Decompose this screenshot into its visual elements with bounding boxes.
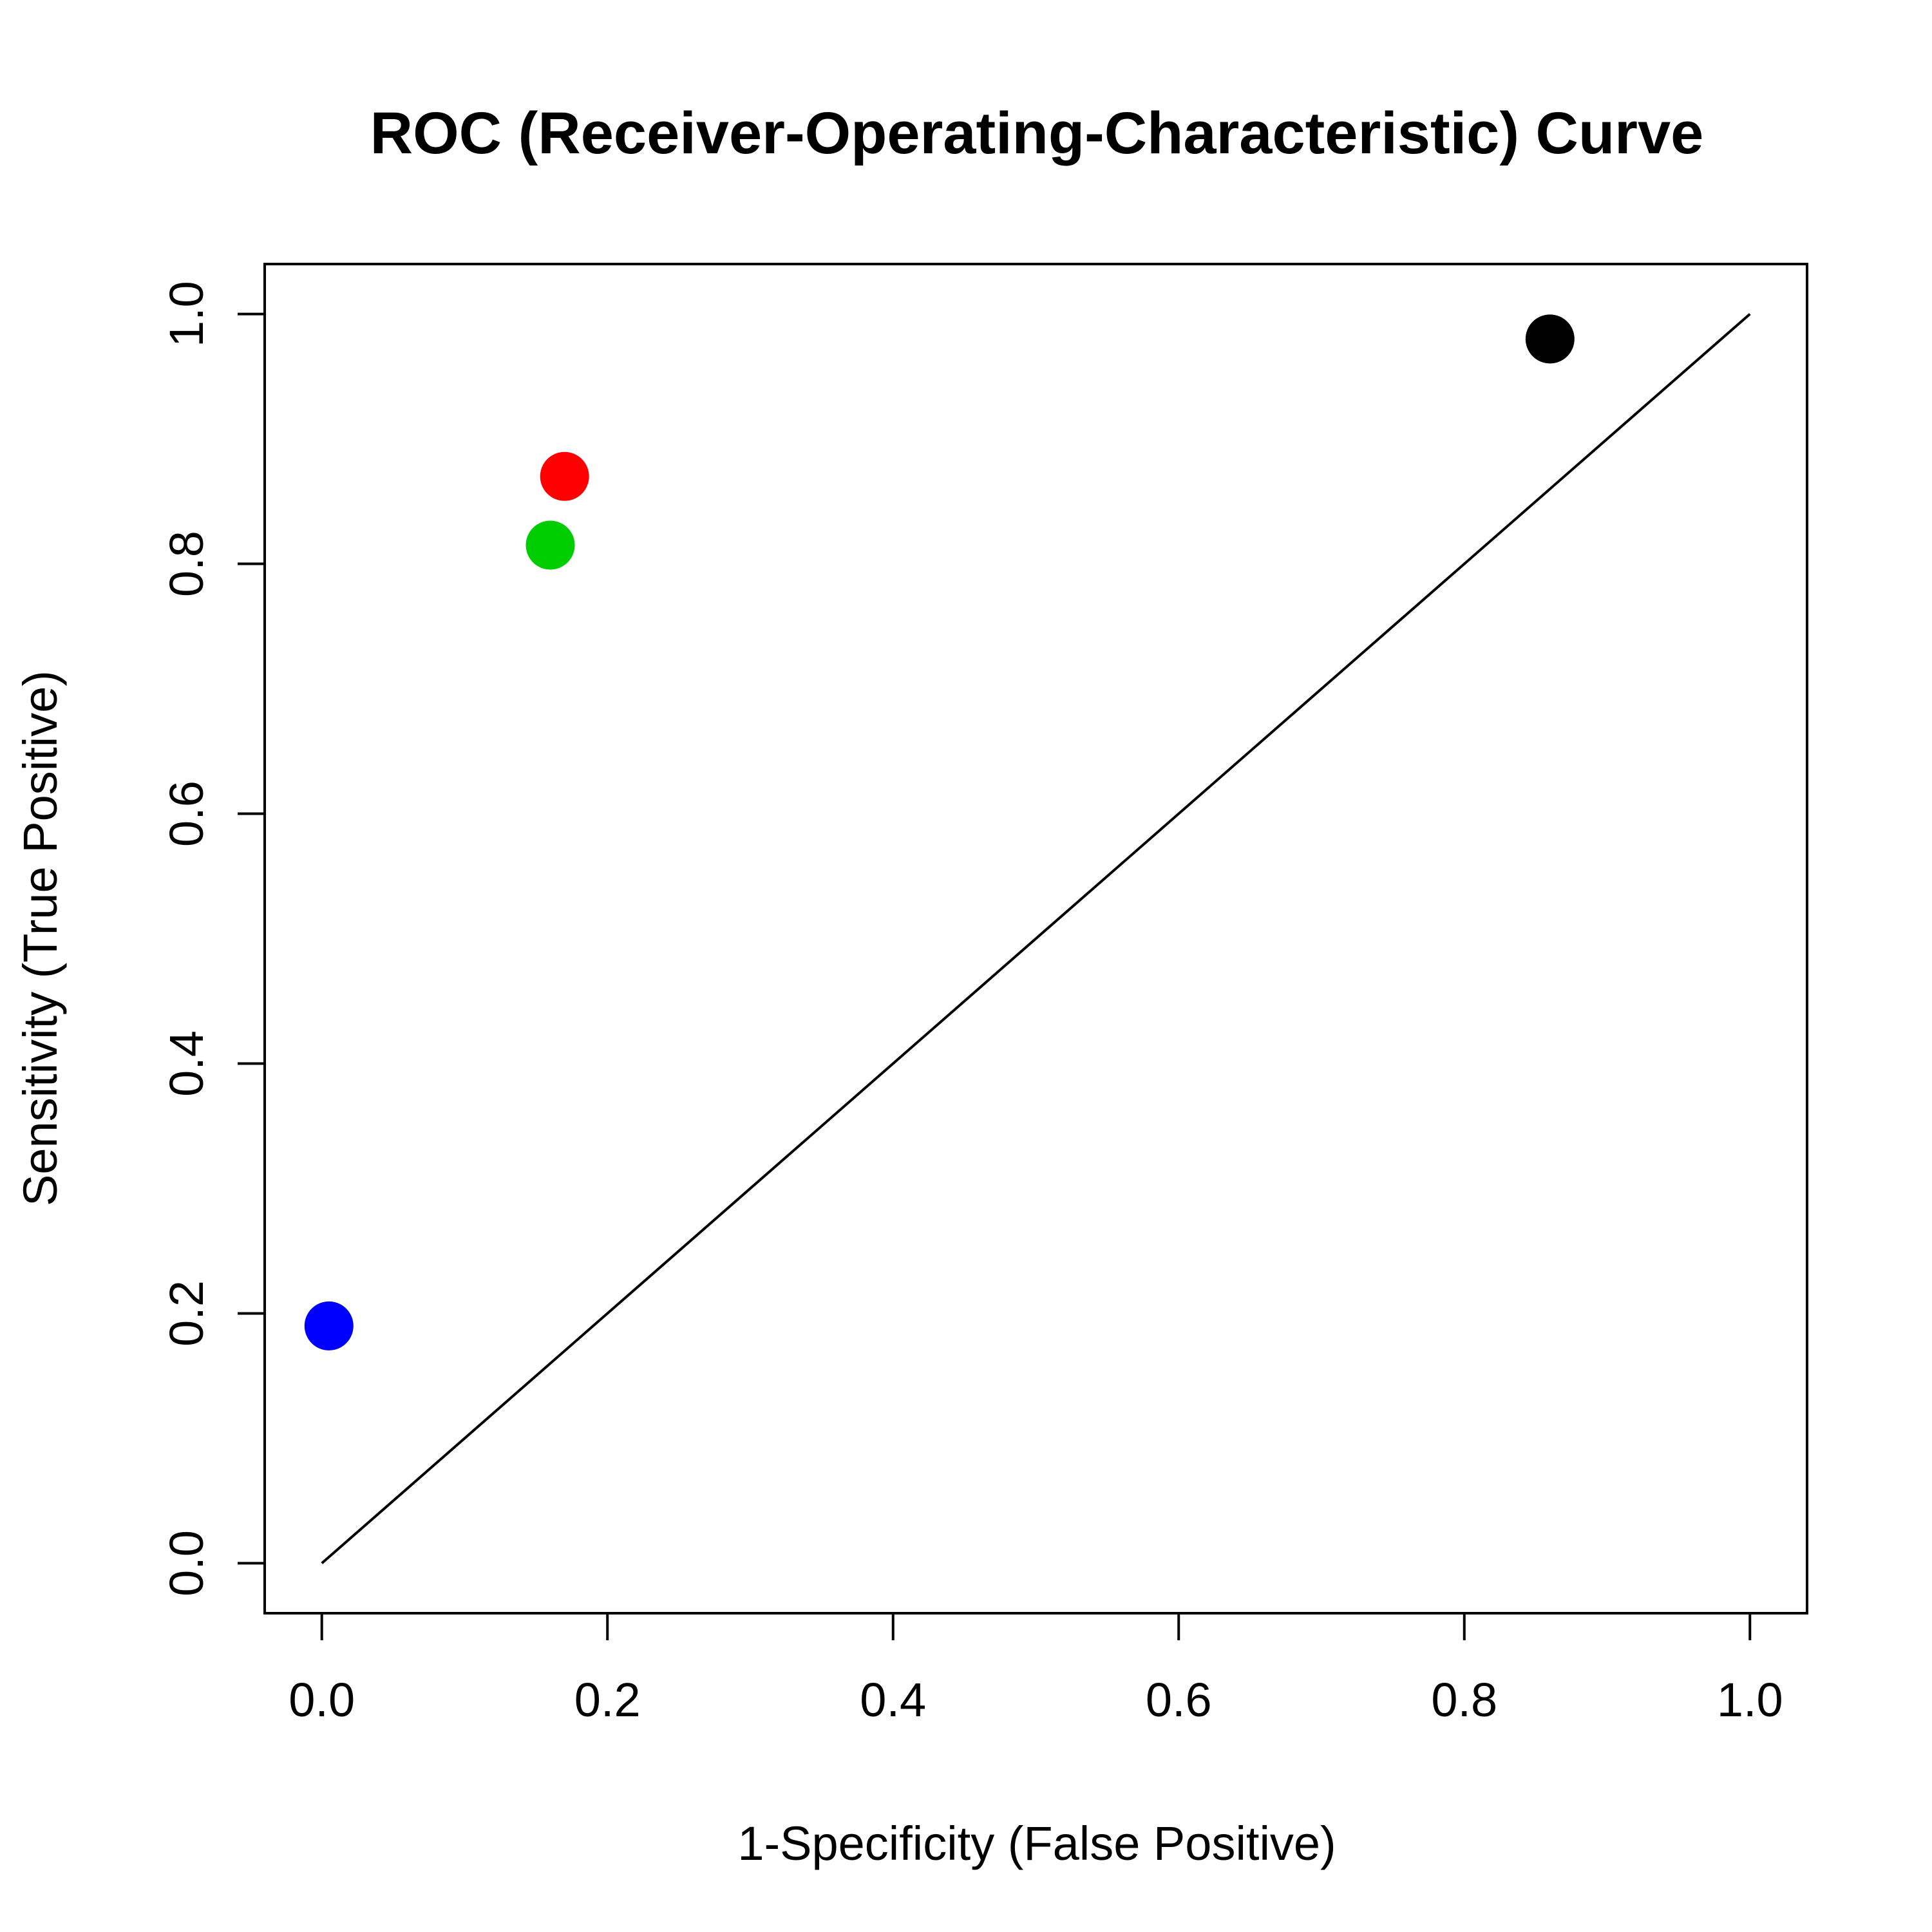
x-tick-label: 0.6 — [1146, 1673, 1212, 1727]
x-tick-label: 1.0 — [1717, 1673, 1783, 1727]
x-tick-label: 0.2 — [574, 1673, 641, 1727]
y-tick-label: 0.2 — [160, 1280, 213, 1347]
y-axis-label: Sensitivity (True Positive) — [14, 670, 67, 1206]
chart-title: ROC (Receiver-Operating-Characteristic) … — [370, 100, 1704, 166]
x-axis-label: 1-Specificity (False Positive) — [737, 1817, 1336, 1870]
point-blue — [304, 1301, 354, 1350]
x-tick-label: 0.4 — [860, 1673, 926, 1727]
plot-frame — [263, 263, 1808, 1615]
data-points — [304, 314, 1575, 1350]
point-green — [526, 520, 575, 570]
x-tick-label: 0.0 — [289, 1673, 355, 1727]
reference-diagonal-line — [321, 313, 1751, 1564]
y-tick-label: 0.6 — [160, 781, 213, 847]
x-tick-label: 0.8 — [1431, 1673, 1497, 1727]
y-tick-label: 0.4 — [160, 1030, 213, 1097]
y-tick-label: 1.0 — [160, 281, 213, 347]
x-axis: 0.0 0.2 0.4 0.6 0.8 1.0 — [289, 1613, 1783, 1727]
y-tick-label: 0.0 — [160, 1530, 213, 1596]
y-axis: 0.0 0.2 0.4 0.6 0.8 1.0 — [160, 281, 265, 1596]
point-black — [1525, 314, 1575, 364]
y-tick-label: 0.8 — [160, 531, 213, 597]
point-red — [540, 451, 589, 501]
